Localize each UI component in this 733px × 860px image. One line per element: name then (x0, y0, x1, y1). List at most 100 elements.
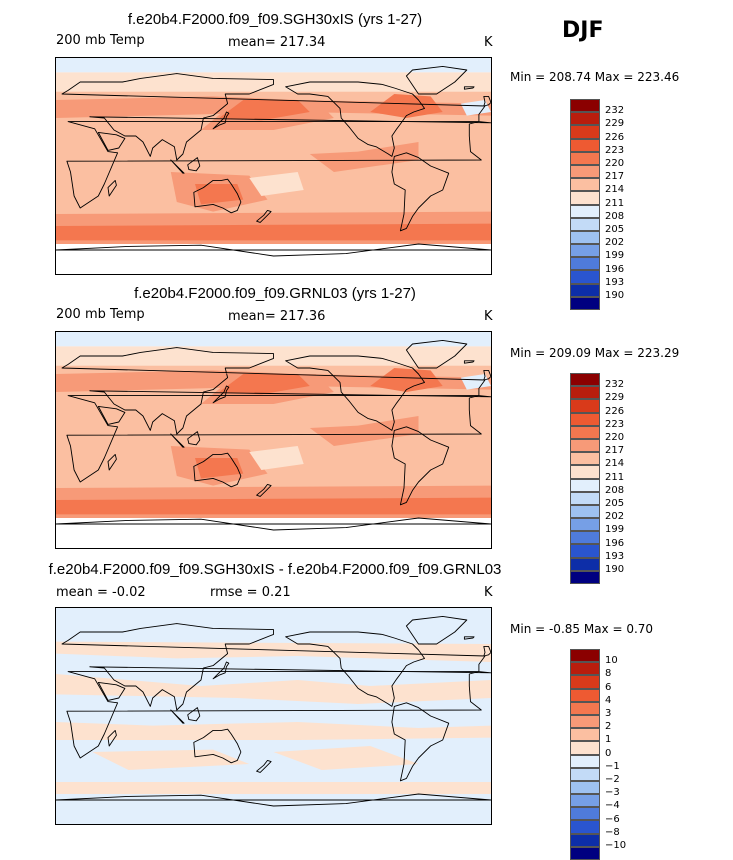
panel3-title: f.e20b4.F2000.f09_f09.SGH30xIS - f.e20b4… (48, 561, 502, 578)
contour-region (195, 458, 244, 479)
panel1-units: K (484, 35, 493, 50)
colorbar-label: 0 (605, 747, 612, 759)
coastline (97, 131, 126, 151)
colorbar-swatch (570, 283, 600, 297)
colorbar-swatch (570, 675, 600, 689)
coastline (61, 347, 491, 435)
panel2-minmax: Min = 209.09 Max = 223.29 (510, 346, 680, 360)
colorbar-swatch (570, 270, 600, 284)
colorbar-swatch (570, 518, 600, 532)
colorbar-swatch (570, 688, 600, 702)
coastline (212, 385, 230, 404)
coastline (170, 709, 185, 724)
coastline (66, 395, 482, 483)
colorbar-swatch (570, 728, 600, 742)
colorbar-swatch (570, 151, 600, 165)
coastline (66, 121, 482, 209)
coastline (285, 631, 425, 707)
colorbar-swatch (570, 544, 600, 558)
contour-region (273, 746, 419, 770)
colorbar-swatch (570, 112, 600, 126)
contour-region (56, 608, 491, 824)
colorbar-label: 205 (605, 498, 625, 509)
coastline (187, 157, 201, 172)
contour-region (460, 374, 491, 390)
coastline (391, 426, 450, 506)
colorbar-label: −10 (605, 840, 627, 851)
season-label: DJF (562, 18, 604, 43)
contour-region (56, 58, 177, 70)
colorbar-swatch (570, 412, 600, 426)
coastline (405, 615, 468, 645)
colorbar-label: 202 (605, 511, 625, 523)
contour-region (56, 722, 491, 740)
colorbar-swatch (570, 438, 600, 453)
panel2-title: f.e20b4.F2000.f09_f09.GRNL03 (yrs 1-27) (134, 285, 416, 302)
colorbar-label: 190 (605, 290, 625, 301)
colorbar-label: 223 (605, 144, 625, 156)
panel1-map (55, 57, 492, 275)
colorbar-label: 229 (605, 118, 625, 130)
coastline (107, 453, 117, 471)
colorbar-swatch (570, 257, 600, 271)
colorbar-label: 196 (605, 263, 625, 275)
colorbar-swatch (570, 191, 600, 205)
coastline (463, 636, 475, 640)
panel3-colorbar: 10 8 6 4 3 2 1 0 −1 −2 −3 −4 −6 −8 −10 (570, 649, 626, 860)
coastline (285, 81, 425, 157)
coastline (483, 95, 491, 107)
contour-region (56, 58, 491, 73)
colorbar-label: 6 (605, 681, 612, 693)
colorbar-swatch (570, 452, 600, 466)
colorbar-label: 220 (605, 158, 625, 169)
coastline (285, 355, 425, 431)
colorbar-swatch (570, 491, 600, 505)
coastline (56, 517, 491, 531)
colorbar-swatch (570, 780, 600, 795)
panel3-rmse: rmse = 0.21 (210, 585, 291, 600)
colorbar-label: 4 (605, 694, 612, 706)
colorbar-label: 232 (605, 105, 625, 117)
contour-region (56, 332, 177, 344)
colorbar-label: 205 (605, 224, 625, 235)
colorbar-label: 8 (605, 668, 612, 680)
colorbar-label: −6 (605, 813, 620, 825)
colorbar-swatch (570, 649, 600, 663)
colorbar-swatch (570, 833, 600, 847)
coastline (256, 759, 272, 773)
colorbar-swatch (570, 217, 600, 231)
contour-region (56, 365, 491, 512)
colorbar-swatch (570, 820, 600, 834)
panel2-mean: mean= 217.36 (228, 309, 326, 324)
panel2-variable: 200 mb Temp (56, 307, 145, 322)
contour-region (56, 674, 491, 704)
panel2-colorbar: 232 229 226 223 220 217 214 211 208 205 202 199 196 1… (570, 373, 624, 584)
colorbar-label: 217 (605, 445, 625, 457)
colorbar-swatch (570, 99, 600, 113)
colorbar-label: 232 (605, 379, 625, 391)
colorbar-swatch (570, 531, 600, 545)
panel2-map (55, 331, 492, 549)
panel3-mean: mean = -0.02 (56, 585, 146, 600)
colorbar-label: 1 (605, 734, 612, 746)
contour-region (309, 142, 419, 172)
colorbar-swatch (570, 504, 600, 519)
colorbar-swatch (570, 178, 600, 192)
colorbar-label: −3 (605, 787, 620, 799)
colorbar-swatch (570, 425, 600, 439)
contour-region (56, 223, 491, 241)
colorbar-label: 193 (605, 276, 625, 288)
colorbar-label: 220 (605, 432, 625, 443)
coastline (56, 243, 491, 257)
colorbar-swatch (570, 701, 600, 715)
contour-region (195, 184, 244, 205)
colorbar-swatch (570, 373, 600, 387)
contour-region (370, 94, 443, 118)
coastline (187, 431, 201, 446)
colorbar-label: 229 (605, 392, 625, 404)
contour-region (460, 100, 491, 116)
coastline (212, 111, 230, 130)
colorbar-swatch (570, 846, 600, 860)
colorbar-label: −1 (605, 760, 620, 772)
colorbar-label: 10 (605, 655, 618, 667)
